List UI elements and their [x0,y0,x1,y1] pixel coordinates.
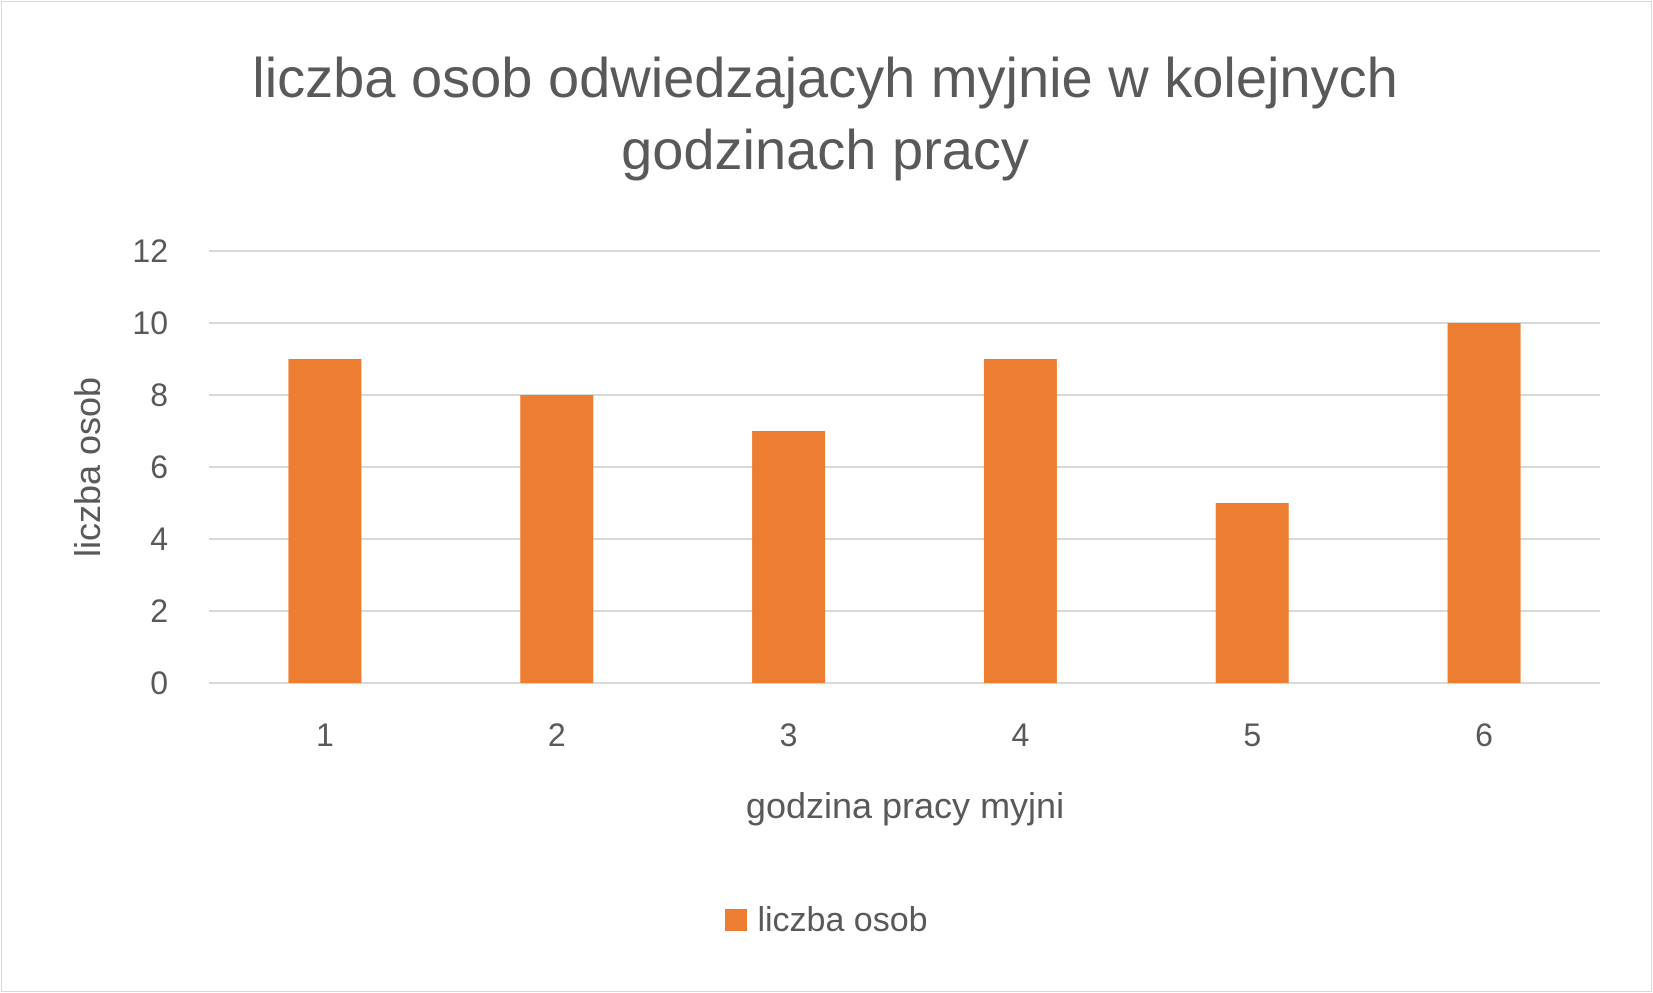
x-tick-label: 3 [780,717,798,753]
bar-2 [520,395,594,683]
y-tick-label: 12 [132,233,168,269]
y-tick-label: 10 [132,305,168,341]
y-tick-label: 0 [150,665,168,701]
bar-5 [1215,503,1289,683]
bar-3 [752,431,826,683]
y-tick-label: 2 [150,593,168,629]
bar-6 [1447,323,1521,683]
chart-title: liczba osob odwiedzajacyh myjnie w kolej… [252,46,1398,181]
y-tick-label: 8 [150,377,168,413]
bars [288,323,1521,683]
x-tick-label: 1 [316,717,334,753]
bar-4 [983,359,1057,683]
x-tick-label: 4 [1012,717,1030,753]
y-tick-label: 4 [150,521,168,557]
x-tick-label: 2 [548,717,566,753]
legend-label: liczba osob [757,901,928,939]
bar-1 [288,359,362,683]
x-tick-label: 5 [1243,717,1261,753]
y-tick-label: 6 [150,449,168,485]
y-axis-ticks: 0 2 4 6 8 10 12 [132,233,168,701]
x-axis-title: godzina pracy myjni [746,785,1064,826]
x-axis-ticks: 1 2 3 4 5 6 [316,717,1493,753]
y-axis-title: liczba osob [67,377,108,557]
legend: liczba osob [0,900,1653,940]
gridlines [209,250,1600,684]
x-tick-label: 6 [1475,717,1493,753]
legend-swatch [725,909,748,931]
